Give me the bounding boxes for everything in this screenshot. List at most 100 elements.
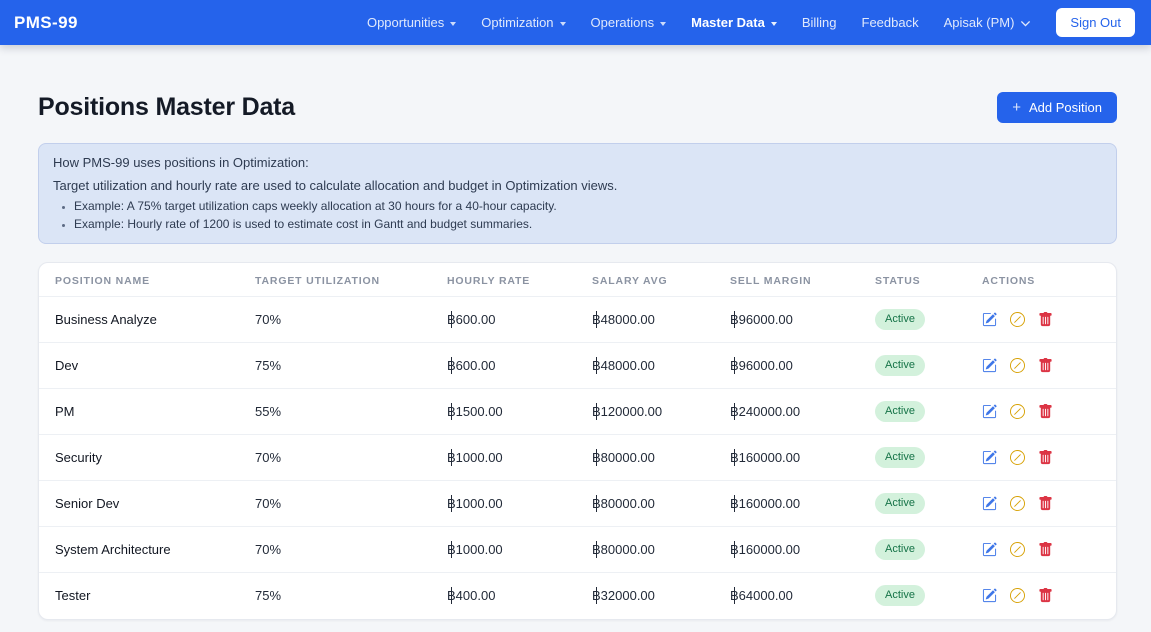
baht-currency-symbol: B bbox=[447, 311, 456, 328]
brand-logo[interactable]: PMS-99 bbox=[14, 12, 78, 32]
nav-item-master-data[interactable]: Master Data bbox=[691, 15, 777, 30]
status-cell: Active bbox=[859, 572, 966, 619]
delete-button[interactable] bbox=[1038, 312, 1054, 328]
deactivate-button[interactable] bbox=[1010, 404, 1026, 420]
pencil-square-icon bbox=[982, 496, 997, 511]
status-badge: Active bbox=[875, 354, 925, 377]
deactivate-button[interactable] bbox=[1010, 542, 1026, 558]
row-actions bbox=[982, 450, 1100, 466]
trash-icon bbox=[1039, 404, 1052, 419]
baht-currency-symbol: B bbox=[730, 357, 739, 374]
nav-item-operations[interactable]: Operations bbox=[591, 15, 667, 30]
row-actions bbox=[982, 312, 1100, 328]
column-header-target-utilization: TARGET UTILIZATION bbox=[255, 275, 380, 287]
plus-icon: + bbox=[1012, 99, 1021, 116]
edit-button[interactable] bbox=[982, 404, 998, 420]
slash-circle-icon bbox=[1010, 588, 1025, 604]
sell-margin-cell: B96000.00 bbox=[714, 342, 859, 389]
caret-down-icon bbox=[559, 21, 566, 26]
delete-button[interactable] bbox=[1038, 496, 1054, 512]
nav-item-billing[interactable]: Billing bbox=[802, 15, 837, 30]
position-name-cell: Business Analyze bbox=[39, 296, 239, 343]
edit-button[interactable] bbox=[982, 496, 998, 512]
page-content: Positions Master Data + Add Position How… bbox=[38, 45, 1117, 620]
nav-item-opportunities[interactable]: Opportunities bbox=[366, 15, 457, 30]
actions-cell bbox=[966, 572, 1116, 619]
nav-item-feedback[interactable]: Feedback bbox=[862, 15, 919, 30]
target-utilization-cell: 70% bbox=[239, 526, 431, 573]
delete-button[interactable] bbox=[1038, 542, 1054, 558]
table-row: Tester 75% B400.00 B32000.00 B64000.00 A… bbox=[39, 572, 1116, 619]
info-box-body: Target utilization and hourly rate are u… bbox=[53, 178, 618, 193]
edit-button[interactable] bbox=[982, 542, 998, 558]
baht-currency-symbol: B bbox=[447, 587, 456, 605]
delete-button[interactable] bbox=[1038, 404, 1054, 420]
slash-circle-icon bbox=[1010, 312, 1025, 327]
delete-button[interactable] bbox=[1038, 450, 1054, 466]
salary-avg-cell: B80000.00 bbox=[576, 434, 714, 481]
table-row: PM 55% B1500.00 B120000.00 B240000.00 Ac… bbox=[39, 388, 1116, 435]
positions-table-body: Business Analyze 70% B600.00 B48000.00 B… bbox=[39, 296, 1116, 619]
hourly-rate-cell: B600.00 bbox=[431, 296, 576, 343]
hourly-rate-cell: B600.00 bbox=[431, 342, 576, 389]
baht-currency-symbol: B bbox=[730, 587, 739, 605]
delete-button[interactable] bbox=[1038, 588, 1054, 604]
sell-margin-cell: B96000.00 bbox=[714, 296, 859, 343]
baht-currency-symbol: B bbox=[730, 311, 739, 328]
status-cell: Active bbox=[859, 434, 966, 481]
sell-margin-cell: B64000.00 bbox=[714, 572, 859, 619]
pencil-square-icon bbox=[982, 588, 997, 603]
nav-item-label: Master Data bbox=[691, 15, 765, 30]
chevron-down-icon bbox=[1021, 20, 1031, 27]
positions-table: POSITION NAME TARGET UTILIZATION HOURLY … bbox=[39, 263, 1116, 619]
trash-icon bbox=[1039, 450, 1052, 465]
edit-button[interactable] bbox=[982, 588, 998, 604]
baht-currency-symbol: B bbox=[592, 541, 601, 558]
nav-item-label: Billing bbox=[801, 15, 837, 30]
hourly-rate-cell: B400.00 bbox=[431, 572, 576, 619]
deactivate-button[interactable] bbox=[1010, 588, 1026, 604]
status-badge: Active bbox=[875, 538, 925, 561]
user-menu[interactable]: Apisak (PM) bbox=[944, 15, 1032, 30]
edit-button[interactable] bbox=[982, 358, 998, 374]
salary-avg-cell: B80000.00 bbox=[576, 526, 714, 573]
column-header-status: STATUS bbox=[875, 275, 921, 287]
info-box-bullet-list: Example: A 75% target utilization caps w… bbox=[53, 199, 1102, 231]
edit-button[interactable] bbox=[982, 450, 998, 466]
baht-currency-symbol: B bbox=[447, 541, 456, 558]
pencil-square-icon bbox=[982, 404, 997, 419]
deactivate-button[interactable] bbox=[1010, 450, 1026, 466]
add-position-button[interactable]: + Add Position bbox=[997, 92, 1117, 123]
hourly-rate-cell: B1500.00 bbox=[431, 388, 576, 435]
deactivate-button[interactable] bbox=[1010, 358, 1026, 374]
position-name-cell: Senior Dev bbox=[39, 480, 239, 527]
nav-item-optimization[interactable]: Optimization bbox=[481, 15, 566, 30]
delete-button[interactable] bbox=[1038, 358, 1054, 374]
status-badge: Active bbox=[875, 446, 925, 469]
row-actions bbox=[982, 358, 1100, 374]
row-actions bbox=[982, 404, 1100, 420]
actions-cell bbox=[966, 526, 1116, 573]
salary-avg-cell: B48000.00 bbox=[576, 342, 714, 389]
trash-icon bbox=[1039, 358, 1052, 373]
table-row: Dev 75% B600.00 B48000.00 B96000.00 Acti… bbox=[39, 342, 1116, 389]
nav-item-label: Opportunities bbox=[366, 15, 445, 30]
caret-down-icon bbox=[660, 21, 667, 26]
row-actions bbox=[982, 496, 1100, 512]
hourly-rate-cell: B1000.00 bbox=[431, 480, 576, 527]
deactivate-button[interactable] bbox=[1010, 496, 1026, 512]
user-menu-label: Apisak (PM) bbox=[943, 15, 1015, 30]
salary-avg-cell: B32000.00 bbox=[576, 572, 714, 619]
sell-margin-cell: B160000.00 bbox=[714, 480, 859, 527]
sell-margin-cell: B160000.00 bbox=[714, 434, 859, 481]
add-position-label: Add Position bbox=[1029, 100, 1102, 115]
hourly-rate-cell: B1000.00 bbox=[431, 434, 576, 481]
deactivate-button[interactable] bbox=[1010, 312, 1026, 328]
navbar-menu: Opportunities Optimization Operations Ma… bbox=[367, 8, 1135, 37]
edit-button[interactable] bbox=[982, 312, 998, 328]
table-row: Business Analyze 70% B600.00 B48000.00 B… bbox=[39, 296, 1116, 343]
baht-currency-symbol: B bbox=[730, 541, 739, 558]
table-row: System Architecture 70% B1000.00 B80000.… bbox=[39, 526, 1116, 573]
actions-cell bbox=[966, 342, 1116, 389]
sign-out-button[interactable]: Sign Out bbox=[1056, 8, 1135, 37]
